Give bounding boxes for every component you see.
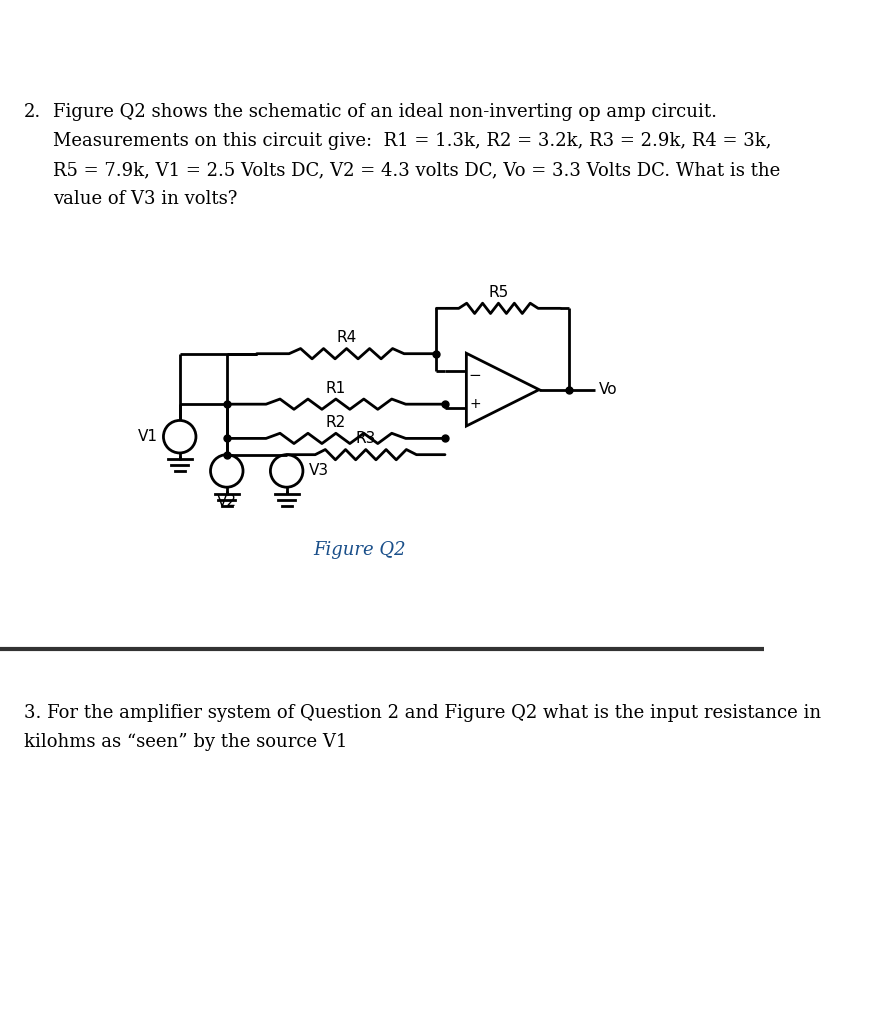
Text: kilohms as “seen” by the source V1: kilohms as “seen” by the source V1 (24, 733, 347, 751)
Text: V2: V2 (217, 494, 237, 509)
Text: R5 = 7.9k, V1 = 2.5 Volts DC, V2 = 4.3 volts DC, Vo = 3.3 Volts DC. What is the: R5 = 7.9k, V1 = 2.5 Volts DC, V2 = 4.3 v… (53, 161, 780, 179)
Text: Figure Q2: Figure Q2 (313, 541, 405, 559)
Text: value of V3 in volts?: value of V3 in volts? (53, 190, 238, 208)
Text: R4: R4 (337, 330, 356, 345)
Text: Vo: Vo (599, 382, 618, 397)
Text: V3: V3 (309, 464, 329, 478)
Text: R1: R1 (326, 381, 346, 395)
Text: −: − (469, 369, 481, 383)
Text: 3. For the amplifier system of Question 2 and Figure Q2 what is the input resist: 3. For the amplifier system of Question … (24, 703, 821, 722)
Text: R5: R5 (488, 285, 509, 300)
Text: +: + (469, 397, 480, 412)
Text: R3: R3 (355, 431, 376, 446)
Text: Measurements on this circuit give:  R1 = 1.3k, R2 = 3.2k, R3 = 2.9k, R4 = 3k,: Measurements on this circuit give: R1 = … (53, 132, 772, 151)
Text: R2: R2 (326, 415, 346, 430)
Text: Figure Q2 shows the schematic of an ideal non-inverting op amp circuit.: Figure Q2 shows the schematic of an idea… (53, 103, 717, 121)
Text: V1: V1 (138, 429, 157, 444)
Text: 2.: 2. (24, 103, 41, 121)
